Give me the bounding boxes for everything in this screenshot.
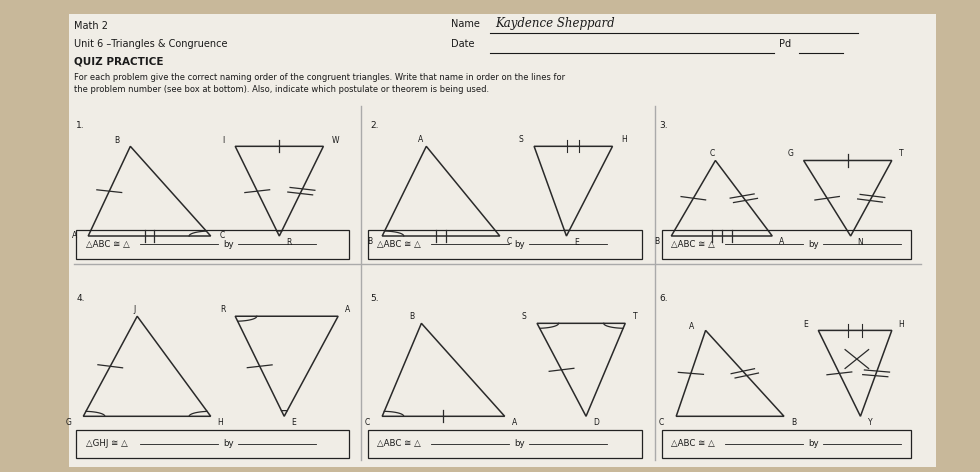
Bar: [662, 230, 911, 259]
Text: D: D: [593, 418, 599, 428]
Text: C: C: [365, 418, 370, 427]
Text: E: E: [292, 418, 296, 428]
Text: For each problem give the correct naming order of the congruent triangles. Write: For each problem give the correct naming…: [74, 73, 564, 94]
Text: by: by: [808, 439, 818, 448]
Text: 4.: 4.: [76, 294, 84, 303]
Text: G: G: [788, 149, 794, 159]
Text: Pd: Pd: [779, 39, 791, 49]
Text: B: B: [791, 418, 797, 427]
Bar: [368, 430, 642, 458]
Text: A: A: [779, 237, 785, 246]
Text: by: by: [223, 240, 233, 249]
Text: Date: Date: [451, 39, 474, 49]
Text: C: C: [507, 237, 513, 246]
Text: S: S: [522, 312, 526, 321]
Bar: [76, 430, 349, 458]
Text: 3.: 3.: [660, 120, 667, 130]
Text: 5.: 5.: [370, 294, 378, 303]
Text: △ABC ≅ △: △ABC ≅ △: [86, 240, 130, 249]
Text: J: J: [133, 305, 135, 314]
Text: Kaydence Sheppard: Kaydence Sheppard: [495, 17, 614, 30]
Text: △ABC ≅ △: △ABC ≅ △: [671, 439, 715, 448]
Text: 6.: 6.: [660, 294, 667, 303]
Text: A: A: [72, 230, 77, 240]
Text: by: by: [223, 439, 233, 448]
Text: I: I: [222, 135, 224, 145]
Text: B: B: [654, 237, 660, 246]
Text: N: N: [858, 237, 863, 247]
Text: Unit 6 –Triangles & Congruence: Unit 6 –Triangles & Congruence: [74, 39, 227, 49]
Text: C: C: [710, 149, 715, 159]
Text: B: B: [367, 237, 372, 246]
Text: by: by: [808, 240, 818, 249]
Text: H: H: [218, 418, 223, 427]
Text: 2.: 2.: [370, 120, 378, 130]
Bar: [368, 230, 642, 259]
Text: R: R: [220, 305, 225, 314]
Text: E: E: [574, 238, 578, 247]
Text: R: R: [286, 238, 292, 247]
Text: W: W: [331, 135, 339, 145]
Text: A: A: [345, 305, 351, 314]
Text: S: S: [519, 135, 523, 144]
Text: △ABC ≅ △: △ABC ≅ △: [377, 240, 421, 249]
Text: △ABC ≅ △: △ABC ≅ △: [377, 439, 421, 448]
Text: C: C: [220, 230, 225, 240]
Text: B: B: [114, 135, 120, 145]
Text: T: T: [633, 312, 637, 321]
Bar: [76, 230, 349, 259]
Text: H: H: [621, 135, 627, 144]
Bar: [662, 430, 911, 458]
Text: A: A: [512, 418, 517, 427]
Text: Math 2: Math 2: [74, 21, 108, 31]
Text: △GHJ ≅ △: △GHJ ≅ △: [86, 439, 128, 448]
Text: G: G: [66, 418, 72, 427]
Text: 1.: 1.: [76, 120, 84, 130]
Text: Y: Y: [868, 418, 872, 427]
Text: QUIZ PRACTICE: QUIZ PRACTICE: [74, 57, 163, 67]
Text: A: A: [689, 322, 695, 331]
Text: E: E: [804, 320, 808, 329]
Text: △ABC ≅ △: △ABC ≅ △: [671, 240, 715, 249]
Text: Name: Name: [451, 19, 479, 29]
Text: B: B: [409, 312, 415, 321]
Text: by: by: [514, 439, 524, 448]
Text: H: H: [899, 320, 905, 329]
Text: T: T: [900, 149, 904, 159]
Text: C: C: [659, 418, 664, 427]
Text: A: A: [417, 135, 423, 144]
Text: by: by: [514, 240, 524, 249]
